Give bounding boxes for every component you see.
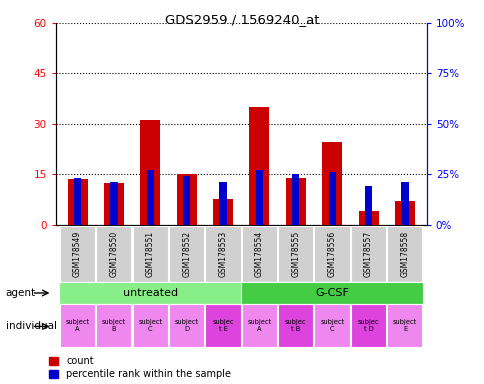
Bar xyxy=(386,226,422,282)
Bar xyxy=(350,226,385,282)
Text: GSM178549: GSM178549 xyxy=(73,231,82,277)
Bar xyxy=(394,201,414,225)
Text: GSM178553: GSM178553 xyxy=(218,231,227,277)
Bar xyxy=(212,199,233,225)
Legend: count, percentile rank within the sample: count, percentile rank within the sample xyxy=(48,356,230,379)
Bar xyxy=(96,304,131,347)
Bar xyxy=(132,304,167,347)
Bar xyxy=(256,170,262,225)
Bar xyxy=(168,304,204,347)
Bar xyxy=(132,226,167,282)
Text: GSM178555: GSM178555 xyxy=(291,231,300,277)
Bar xyxy=(364,186,372,225)
Bar xyxy=(219,182,226,225)
Text: G-CSF: G-CSF xyxy=(315,288,348,298)
Text: GSM178554: GSM178554 xyxy=(255,231,263,277)
Text: subject
C: subject C xyxy=(138,319,162,332)
Bar xyxy=(328,172,335,225)
Bar xyxy=(67,179,88,225)
Text: GSM178552: GSM178552 xyxy=(182,231,191,277)
Text: subjec
t D: subjec t D xyxy=(357,319,378,332)
Bar xyxy=(358,211,378,225)
Text: GSM178550: GSM178550 xyxy=(109,231,118,277)
Bar xyxy=(110,182,118,225)
Text: GSM178557: GSM178557 xyxy=(363,231,372,277)
Text: subject
D: subject D xyxy=(174,319,198,332)
Bar xyxy=(314,304,349,347)
Bar xyxy=(140,121,160,225)
Text: GDS2959 / 1569240_at: GDS2959 / 1569240_at xyxy=(165,13,319,26)
Text: GSM178551: GSM178551 xyxy=(146,231,154,277)
Bar xyxy=(241,226,276,282)
Bar xyxy=(249,107,269,225)
Bar xyxy=(241,282,422,304)
Bar xyxy=(314,226,349,282)
Text: GSM178556: GSM178556 xyxy=(327,231,336,277)
Bar xyxy=(74,178,81,225)
Bar xyxy=(60,304,95,347)
Text: individual: individual xyxy=(6,321,57,331)
Bar xyxy=(168,226,204,282)
Text: untreated: untreated xyxy=(122,288,178,298)
Text: subject
C: subject C xyxy=(319,319,344,332)
Text: agent: agent xyxy=(6,288,36,298)
Bar xyxy=(277,304,313,347)
Bar xyxy=(285,178,305,225)
Bar xyxy=(176,174,197,225)
Bar xyxy=(386,304,422,347)
Bar xyxy=(96,226,131,282)
Bar xyxy=(182,176,190,225)
Bar xyxy=(350,304,385,347)
Text: subject
B: subject B xyxy=(102,319,126,332)
Text: subject
A: subject A xyxy=(247,319,271,332)
Bar xyxy=(321,142,342,225)
Bar xyxy=(59,282,241,304)
Bar xyxy=(241,304,276,347)
Text: GSM178558: GSM178558 xyxy=(400,231,408,277)
Bar xyxy=(205,304,240,347)
Text: subjec
t E: subjec t E xyxy=(212,319,233,332)
Bar xyxy=(104,183,124,225)
Bar xyxy=(291,174,299,225)
Bar xyxy=(205,226,240,282)
Text: subject
E: subject E xyxy=(392,319,416,332)
Text: subject
A: subject A xyxy=(65,319,90,332)
Bar xyxy=(60,226,95,282)
Bar xyxy=(277,226,313,282)
Bar xyxy=(401,182,408,225)
Bar xyxy=(146,170,153,225)
Text: subjec
t B: subjec t B xyxy=(285,319,306,332)
